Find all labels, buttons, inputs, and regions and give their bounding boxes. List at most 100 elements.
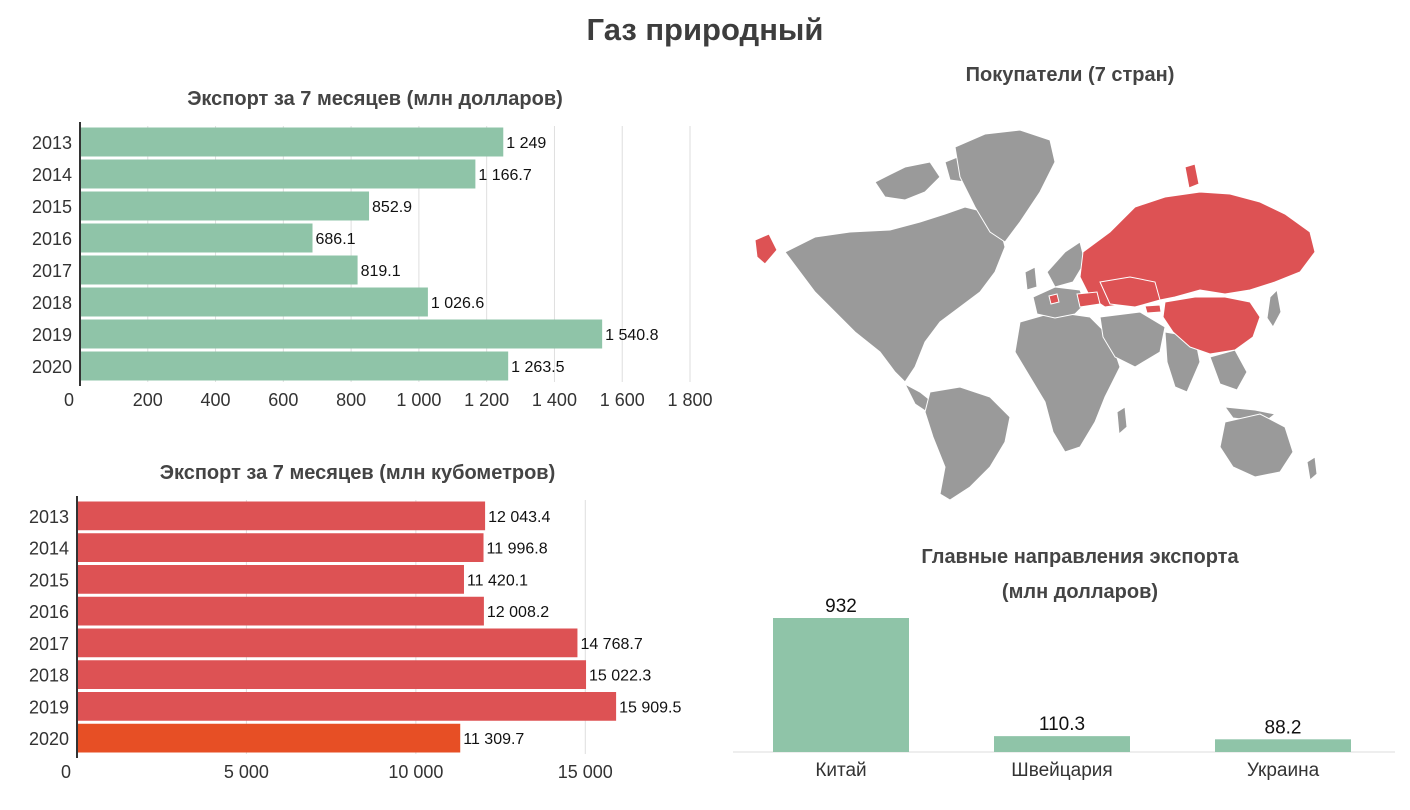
- destinations-title-line2: (млн долларов): [1001, 581, 1159, 603]
- volume-chart-title: Экспорт за 7 месяцев (млн кубометров): [159, 462, 556, 484]
- bar: [77, 565, 464, 594]
- category-label: 2018: [29, 666, 69, 686]
- bar: [80, 287, 428, 317]
- x-tick-label: 800: [336, 390, 366, 410]
- bar: [77, 660, 587, 689]
- category-label: 2016: [32, 229, 72, 249]
- map-title: Покупатели (7 стран): [965, 64, 1175, 86]
- x-tick-label: 0: [64, 390, 74, 410]
- x-tick-label: 200: [133, 390, 163, 410]
- category-label: Швейцария: [1011, 760, 1112, 781]
- bar: [80, 159, 476, 189]
- category-label: 2020: [29, 729, 69, 749]
- bar: [80, 127, 504, 157]
- bar: [77, 533, 484, 562]
- category-label: Китай: [815, 760, 866, 781]
- bar: [80, 223, 313, 253]
- map-country-southeast-asia: [1209, 349, 1277, 423]
- map-country-africa: [1014, 311, 1121, 453]
- value-label: 14 768.7: [580, 636, 642, 653]
- bar: [77, 596, 484, 626]
- x-tick-label: 600: [268, 390, 298, 410]
- map-country-novaya-zemlya: [1184, 163, 1200, 189]
- map-country-middle-east: [1099, 311, 1166, 368]
- x-tick-label: 1 800: [667, 390, 712, 410]
- map-country-north-america: [784, 206, 1006, 383]
- category-label: 2015: [32, 197, 72, 217]
- volume-export-chart: 0 5 000 10 000 15 000 2013 12 043.4 2014 11 996…: [29, 496, 681, 782]
- map-country-ukraine: [1076, 291, 1101, 308]
- bar: [77, 723, 461, 753]
- usd-chart-title: Экспорт за 7 месяцев (млн долларов): [187, 88, 563, 110]
- value-label: 1 166.7: [478, 167, 531, 184]
- map-country-china: [1162, 296, 1261, 355]
- map-country-japan: [1266, 288, 1282, 328]
- value-label: 1 026.6: [431, 295, 484, 312]
- x-tick-label: 1 000: [396, 390, 441, 410]
- category-label: 2017: [32, 261, 72, 281]
- category-label: 2020: [32, 357, 72, 377]
- bar: [77, 628, 578, 658]
- map-country-madagascar: [1116, 406, 1128, 436]
- category-label: 2019: [32, 325, 72, 345]
- value-label: 15 022.3: [589, 668, 651, 685]
- bar: [80, 255, 358, 285]
- map-country-kyrgyzstan: [1144, 304, 1162, 314]
- map-country-kazakhstan: [1099, 276, 1161, 308]
- map-country-australia: [1219, 413, 1294, 478]
- map-country-south-america: [924, 386, 1011, 501]
- x-tick-label: 10 000: [388, 762, 443, 782]
- category-label: 2018: [32, 293, 72, 313]
- map-country-new-zealand: [1306, 456, 1318, 481]
- category-label: 2015: [29, 570, 69, 590]
- value-label: 11 420.1: [467, 572, 528, 589]
- value-label: 12 043.4: [488, 509, 550, 526]
- destinations-title-line1: Главные направления экспорта: [921, 546, 1239, 568]
- map-country-greenland: [954, 129, 1056, 243]
- value-label: 686.1: [316, 231, 356, 248]
- bar: [80, 191, 370, 221]
- x-tick-label: 15 000: [558, 762, 613, 782]
- value-label: 88.2: [1265, 717, 1302, 738]
- value-label: 15 909.5: [619, 699, 681, 716]
- x-tick-label: 1 200: [464, 390, 509, 410]
- category-label: Украина: [1247, 760, 1320, 781]
- page-title: Газ природный: [586, 12, 824, 47]
- category-label: 2013: [32, 133, 72, 153]
- value-label: 1 540.8: [605, 327, 658, 344]
- value-label: 1 263.5: [511, 359, 564, 376]
- value-label: 852.9: [372, 199, 412, 216]
- bar: [80, 319, 603, 349]
- value-label: 11 996.8: [487, 541, 548, 558]
- bar: [77, 692, 617, 721]
- usd-export-chart: 0 200 400 600 800 1 000 1 200 1 400 1 600 1 800 20…: [32, 122, 713, 410]
- bar: [773, 618, 909, 752]
- category-label: 2019: [29, 697, 69, 717]
- value-label: 819.1: [361, 263, 401, 280]
- map-country-switzerland: [1048, 293, 1060, 305]
- bar: [80, 351, 509, 381]
- x-tick-label: 5 000: [224, 762, 269, 782]
- bar: [77, 501, 486, 531]
- destinations-chart-title: Главные направления экспорта (млн доллар…: [740, 540, 1410, 610]
- map-country-alaska-chukotka: [755, 233, 778, 265]
- value-label: 932: [825, 596, 857, 617]
- category-label: 2014: [29, 539, 69, 559]
- value-label: 11 309.7: [463, 731, 524, 748]
- value-label: 110.3: [1039, 714, 1085, 735]
- destinations-chart: 932 Китай 110.3 Швейцария 88.2 Украина: [733, 596, 1395, 781]
- category-label: 2014: [32, 165, 72, 185]
- map-country-europe: [1032, 241, 1086, 319]
- category-label: 2016: [29, 602, 69, 622]
- world-map: [755, 129, 1318, 501]
- x-tick-label: 1 400: [532, 390, 577, 410]
- x-tick-label: 1 600: [600, 390, 645, 410]
- category-label: 2013: [29, 507, 69, 527]
- x-tick-label: 400: [201, 390, 231, 410]
- value-label: 1 249: [506, 135, 546, 152]
- x-tick-label: 0: [61, 762, 71, 782]
- value-label: 12 008.2: [487, 604, 549, 621]
- bar: [1215, 739, 1351, 752]
- category-label: 2017: [29, 634, 69, 654]
- map-country-uk: [1024, 266, 1038, 291]
